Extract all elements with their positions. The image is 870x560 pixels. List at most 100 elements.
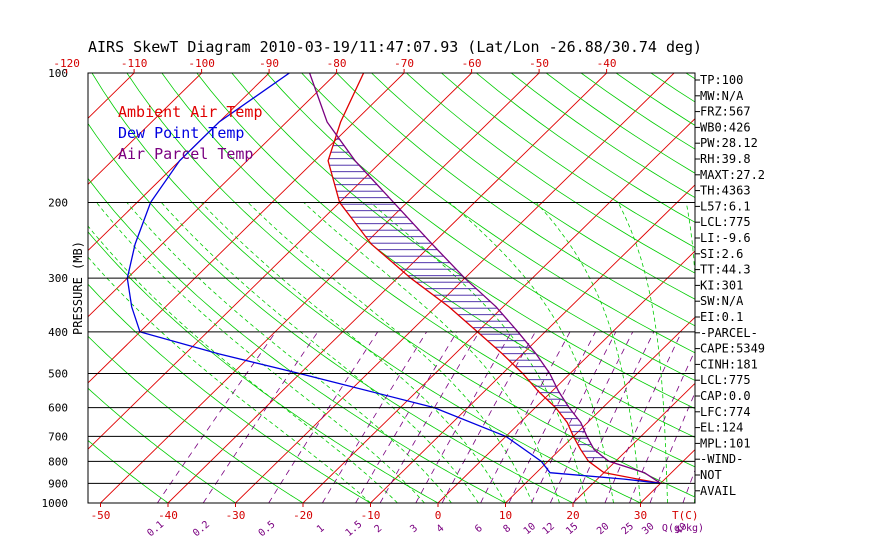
- dry-adiabat-line: [88, 387, 236, 503]
- moist-adiabat-line: [535, 202, 641, 503]
- mixing-ratio-label: 0.2: [191, 519, 212, 539]
- mixing-ratio-label: 1: [315, 523, 327, 535]
- index-value: PW:28.12: [700, 136, 758, 150]
- mixing-ratio-label: 20: [595, 521, 611, 537]
- top-temp-tick-label: -60: [462, 57, 482, 70]
- mixing-ratio-label: 2: [373, 523, 385, 535]
- isotherm-line: [167, 73, 607, 503]
- isotherm-line: [572, 382, 695, 503]
- index-value: TT:44.3: [700, 263, 751, 277]
- isotherm-line: [88, 73, 405, 384]
- index-value: TH:4363: [700, 184, 751, 198]
- dry-adiabat-line: [511, 73, 695, 199]
- cape-hatching: [328, 138, 605, 459]
- bottom-temp-tick-label: 10: [499, 509, 512, 522]
- isotherm-line: [843, 73, 870, 503]
- index-value: CINH:181: [700, 357, 758, 371]
- mixing-ratio-label: 0.1: [145, 519, 166, 539]
- dry-adiabat-line: [441, 73, 695, 248]
- legend: Ambient Air Temp Dew Point Temp Air Parcel…: [118, 103, 263, 163]
- mixing-ratio-label: 6: [473, 523, 485, 535]
- index-value: -WIND-: [700, 452, 743, 466]
- top-temp-tick-label: -70: [394, 57, 414, 70]
- dry-adiabat-line: [336, 73, 695, 327]
- mixing-ratio-label: 3: [408, 523, 420, 535]
- dry-adiabat-line: [756, 73, 870, 503]
- index-value: LFC:774: [700, 405, 751, 419]
- grid-lines: [88, 73, 870, 503]
- mixing-ratio-label: 15: [564, 521, 580, 537]
- pressure-tick-label: 600: [48, 402, 68, 415]
- mixing-ratio-unit: Q(g/kg): [662, 523, 704, 534]
- mixing-ratio-line: [508, 331, 596, 503]
- isotherm-line: [302, 118, 695, 503]
- top-temp-tick-label: -110: [121, 57, 148, 70]
- mixing-ratio-label: 10: [522, 521, 538, 537]
- dry-adiabat-line: [161, 73, 695, 468]
- pressure-tick-label: 300: [48, 272, 68, 285]
- pressure-tick-label: 400: [48, 326, 68, 339]
- isotherm-line: [100, 73, 540, 503]
- index-value: LCL:775: [700, 215, 751, 229]
- index-value: EL:124: [700, 421, 743, 435]
- dry-adiabat-line: [371, 73, 695, 300]
- pressure-tick-label: 100: [48, 67, 68, 80]
- mixing-ratio-label: 0.5: [257, 519, 278, 539]
- index-value: TP:100: [700, 73, 743, 87]
- bottom-temp-tick-label: -30: [226, 509, 246, 522]
- y-axis-label: PRESSURE (MB): [71, 241, 85, 335]
- index-value: KI:301: [700, 278, 743, 292]
- isobar-lines: [88, 201, 695, 484]
- mixing-ratio-line: [322, 331, 427, 503]
- top-temp-tick-label: -50: [529, 57, 549, 70]
- isotherm-line: [88, 73, 472, 450]
- pressure-tick-label: 500: [48, 368, 68, 381]
- moist-adiabat-line: [247, 202, 533, 503]
- mixing-ratio-label: 25: [620, 521, 636, 537]
- dry-adiabat-line: [88, 439, 169, 503]
- temp-axis-unit: T(C): [672, 509, 699, 522]
- mixing-ratio-line: [604, 331, 682, 503]
- pressure-tick-label: 200: [48, 196, 68, 209]
- mixing-ratio-line: [157, 331, 277, 503]
- mixing-ratio-line: [202, 331, 319, 503]
- dry-adiabat-line: [826, 73, 870, 503]
- index-value: AVAIL: [700, 484, 736, 498]
- dry-adiabat-line: [406, 73, 695, 274]
- mixing-ratio-label: 30: [640, 521, 656, 537]
- top-temp-tick-label: -40: [597, 57, 617, 70]
- dry-adiabat-line: [88, 177, 506, 503]
- dry-adiabat-line: [791, 73, 870, 503]
- dry-adiabat-line: [88, 283, 371, 503]
- moist-adiabat-line: [449, 202, 614, 503]
- dry-adiabat-line: [266, 73, 695, 381]
- bottom-temp-tick-label: -10: [361, 509, 381, 522]
- isotherm-line: [235, 73, 675, 503]
- dry-adiabat-line: [231, 73, 695, 410]
- moist-adiabat-line: [200, 202, 506, 503]
- index-value: LCL:775: [700, 373, 751, 387]
- dry-adiabat-line: [88, 335, 304, 503]
- dewpoint-temp-line: [126, 73, 661, 484]
- pressure-tick-label: 1000: [42, 497, 69, 510]
- index-value: L57:6.1: [700, 199, 751, 213]
- legend-dewpoint-temp: Dew Point Temp: [118, 124, 244, 142]
- index-value: CAP:0.0: [700, 389, 751, 403]
- index-value: CAPE:5349: [700, 342, 765, 356]
- bottom-temp-tick-label: -20: [293, 509, 313, 522]
- isotherm-line: [370, 184, 695, 503]
- top-temp-tick-label: -90: [259, 57, 279, 70]
- dry-adiabat-line: [88, 231, 439, 503]
- bottom-temp-tick-label: -50: [91, 509, 111, 522]
- isotherm-line: [88, 73, 337, 318]
- moist-adiabat-line: [126, 202, 452, 503]
- index-value: SI:2.6: [700, 247, 743, 261]
- isotherm-line: [88, 73, 202, 186]
- dry-adiabat-line: [650, 73, 695, 103]
- top-temp-tick-label: -120: [53, 57, 80, 70]
- mixing-ratio-label: 1.5: [344, 519, 365, 539]
- isotherm-line: [776, 73, 870, 503]
- mixing-ratio-label: 12: [541, 521, 557, 537]
